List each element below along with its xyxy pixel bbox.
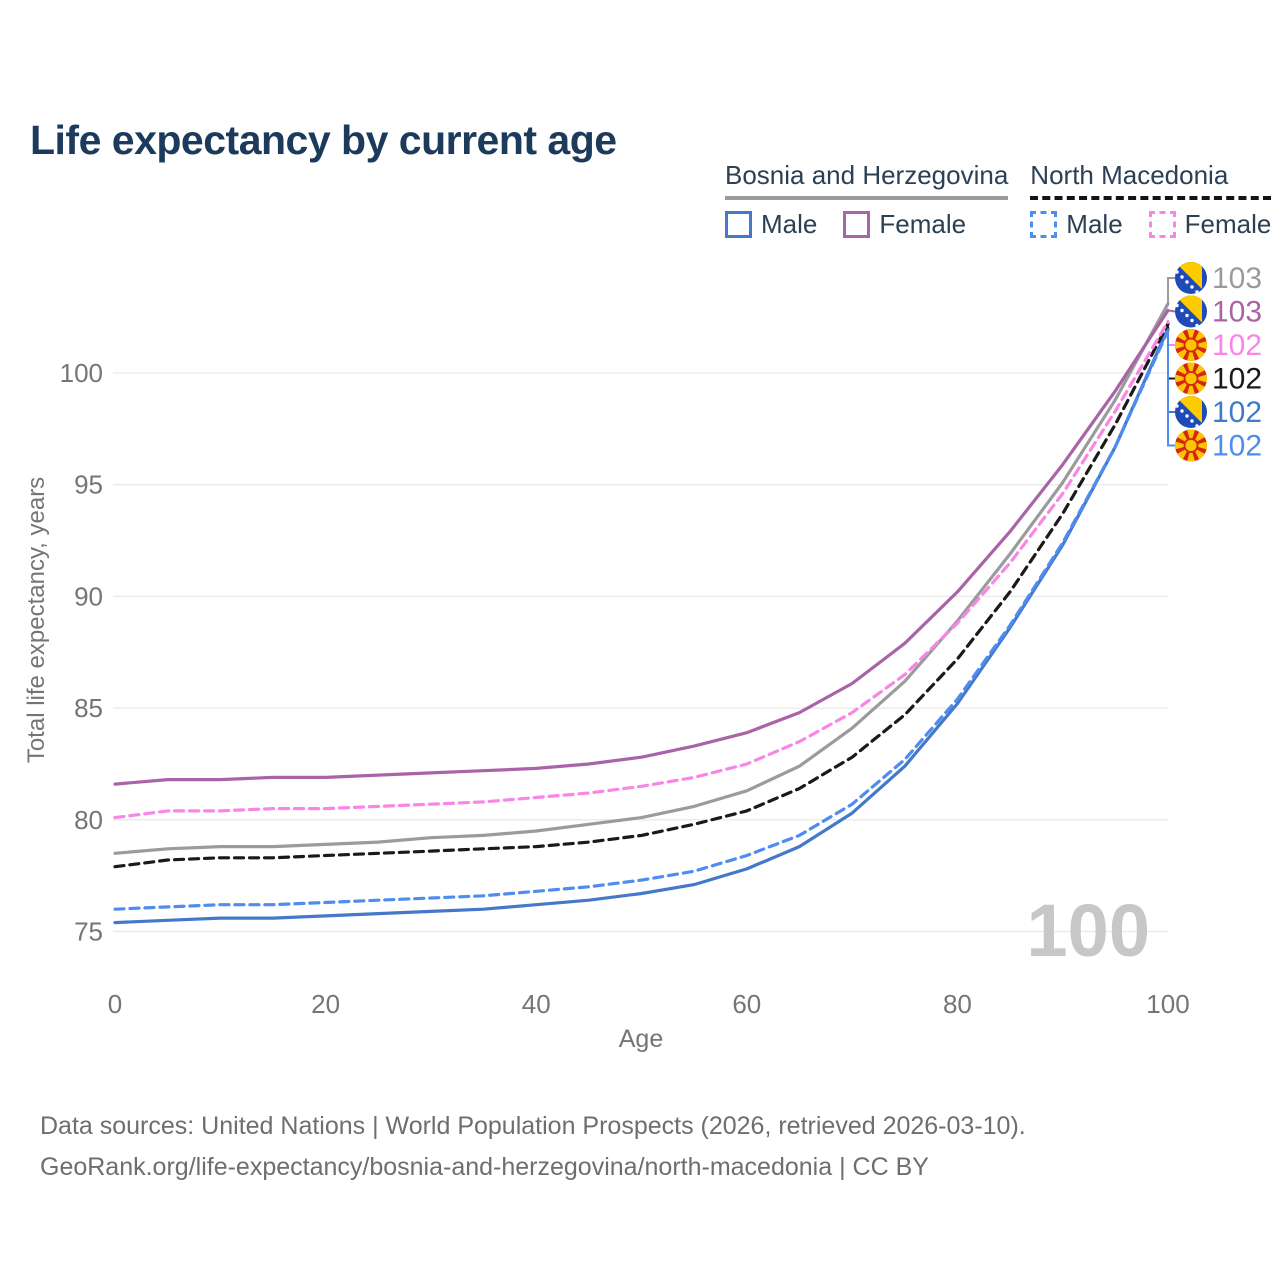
series-line-nm_male[interactable] <box>113 329 1170 911</box>
legend-item-label: Male <box>1066 209 1123 239</box>
life-expectancy-chart[interactable]: 75 80 85 90 95 100 0 20 40 60 80 100 Age Total life e… <box>0 240 1280 1070</box>
end-label-nm_total: 102 <box>1212 363 1262 396</box>
x-tick-label: 20 <box>311 989 340 1019</box>
x-tick-label: 100 <box>1146 989 1189 1019</box>
y-tick-label: 75 <box>74 917 103 947</box>
x-tick-label: 40 <box>522 989 551 1019</box>
legend-group-underline <box>725 196 1009 200</box>
leader-line-bih_total <box>1167 277 1175 304</box>
legend-item-bih-male[interactable]: Male <box>725 209 817 240</box>
x-axis-title: Age <box>619 1025 663 1053</box>
leader-line-bih_male <box>1167 328 1175 413</box>
y-axis-title: Total life expectancy, years <box>23 477 50 763</box>
legend-swatch-nm-female <box>1148 211 1176 238</box>
north-macedonia-flag-icon <box>1175 329 1207 361</box>
legend-swatch-bih-male <box>725 211 752 238</box>
legend-group-title: Bosnia and Herzegovina <box>725 160 1009 190</box>
north-macedonia-flag-icon <box>1175 362 1207 395</box>
bosnia-and-herzegovina-flag-icon <box>1175 295 1207 328</box>
hover-age-indicator: 100 <box>1027 889 1150 972</box>
north-macedonia-flag-icon <box>1175 429 1207 462</box>
page-title: Life expectancy by current age <box>30 117 617 164</box>
bosnia-and-herzegovina-flag-icon <box>1175 396 1207 428</box>
legend-item-bih-female[interactable]: Female <box>843 209 966 240</box>
legend-group-bosnia-and-herzegovina: Bosnia and Herzegovina Male Female <box>725 160 1009 240</box>
legend-item-label: Male <box>761 209 818 239</box>
legend-swatch-nm-male <box>1030 211 1058 238</box>
series-line-nm_female[interactable] <box>113 320 1170 820</box>
y-tick-label: 80 <box>74 805 103 835</box>
legend-item-nm-female[interactable]: Female <box>1148 209 1272 240</box>
end-label-bih_male: 102 <box>1212 396 1262 429</box>
series-line-nm_total[interactable] <box>113 322 1170 869</box>
bosnia-and-herzegovina-flag-icon <box>1175 262 1207 294</box>
footer-attribution: GeoRank.org/life-expectancy/bosnia-and-h… <box>40 1153 929 1181</box>
leader-line-nm_male <box>1167 330 1175 447</box>
footer: Data sources: United Nations | World Pop… <box>40 1106 1026 1188</box>
end-label-nm_male: 102 <box>1212 430 1262 463</box>
legend: Bosnia and Herzegovina Male Female North… <box>725 160 1272 240</box>
legend-group-underline <box>1030 196 1272 200</box>
legend-group-title: North Macedonia <box>1030 160 1229 190</box>
y-tick-label: 85 <box>74 693 103 723</box>
y-tick-label: 90 <box>74 581 103 611</box>
end-label-bih_total: 103 <box>1212 262 1262 295</box>
series-line-bih_female[interactable] <box>113 308 1170 786</box>
x-tick-label: 0 <box>108 989 122 1019</box>
x-tick-label: 60 <box>732 989 761 1019</box>
end-label-nm_female: 102 <box>1212 329 1262 362</box>
series-line-bih_male[interactable] <box>113 326 1170 925</box>
legend-item-nm-male[interactable]: Male <box>1030 209 1123 240</box>
y-tick-label: 95 <box>74 470 103 500</box>
series-line-bih_total[interactable] <box>113 302 1170 855</box>
legend-swatch-bih-female <box>843 211 871 238</box>
legend-item-label: Female <box>879 209 967 239</box>
end-label-bih_female: 103 <box>1212 296 1262 329</box>
legend-item-label: Female <box>1184 209 1272 239</box>
footer-data-sources: Data sources: United Nations | World Pop… <box>40 1112 1026 1140</box>
legend-group-north-macedonia: North Macedonia Male Female <box>1030 160 1272 240</box>
y-tick-label: 100 <box>60 358 103 388</box>
leader-line-bih_female <box>1167 309 1176 313</box>
x-tick-label: 80 <box>943 989 972 1019</box>
